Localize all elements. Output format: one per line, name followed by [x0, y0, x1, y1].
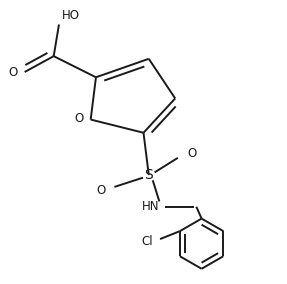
Text: HN: HN — [142, 200, 159, 213]
Text: Cl: Cl — [142, 235, 154, 248]
Text: S: S — [144, 168, 153, 182]
Text: O: O — [96, 184, 105, 197]
Text: O: O — [187, 147, 196, 160]
Text: HO: HO — [62, 9, 79, 22]
Text: O: O — [75, 112, 84, 125]
Text: O: O — [9, 66, 18, 78]
